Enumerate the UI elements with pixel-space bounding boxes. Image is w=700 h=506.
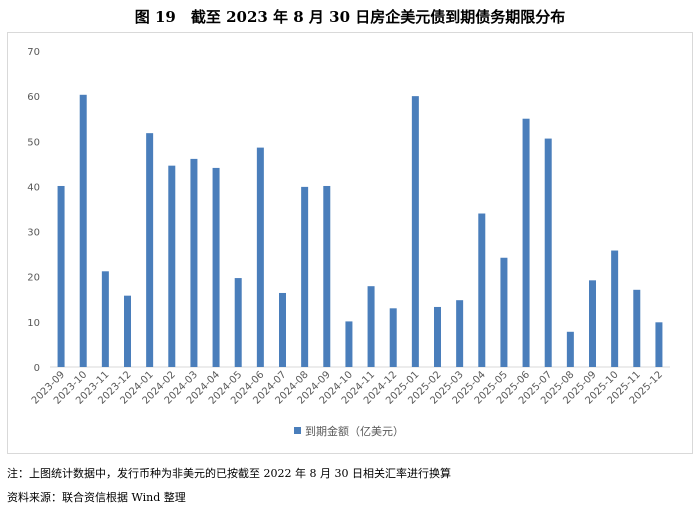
legend: 到期金额（亿美元） <box>294 424 404 438</box>
bar <box>566 331 574 367</box>
y-tick-label: 10 <box>27 318 40 329</box>
bar <box>190 158 198 367</box>
chart-frame <box>7 32 693 454</box>
y-tick-label: 0 <box>34 363 40 374</box>
bar <box>434 306 441 367</box>
bar <box>234 278 242 367</box>
bar <box>345 321 353 367</box>
footnote: 注：上图统计数据中，发行币种为非美元的已按截至 2022 年 8 月 30 日相… <box>7 467 451 480</box>
bar <box>279 292 286 367</box>
y-tick-label: 50 <box>27 137 40 148</box>
bar <box>101 271 109 367</box>
bar <box>522 118 530 368</box>
y-tick-label: 20 <box>27 273 40 284</box>
bar <box>367 286 375 367</box>
bar <box>146 133 154 367</box>
bar <box>57 185 65 367</box>
bar <box>544 138 552 367</box>
bar <box>389 308 397 367</box>
bar <box>168 165 176 367</box>
bar <box>256 147 264 367</box>
chart-title: 图 19 截至 2023 年 8 月 30 日房企美元债到期债务期限分布 <box>134 8 566 26</box>
bar <box>655 322 663 367</box>
y-axis: 0 10 20 30 40 50 60 70 <box>27 47 670 374</box>
y-tick-label: 60 <box>27 92 40 103</box>
bar <box>301 186 309 367</box>
y-tick-label: 70 <box>27 47 40 58</box>
bar <box>478 213 486 367</box>
bar <box>500 257 508 367</box>
bars <box>57 94 663 368</box>
bar <box>124 295 131 367</box>
bar <box>589 280 596 367</box>
bar <box>323 185 331 367</box>
legend-label: 到期金额（亿美元） <box>305 424 404 438</box>
bar <box>212 167 220 367</box>
bar <box>611 250 619 367</box>
bar <box>411 96 419 367</box>
x-axis: 2023-092023-102023-112023-122024-012024-… <box>30 369 665 406</box>
bar <box>456 300 464 367</box>
y-tick-label: 30 <box>27 228 40 239</box>
y-tick-label: 40 <box>27 182 40 193</box>
source-note: 资料来源：联合资信根据 Wind 整理 <box>7 491 186 504</box>
bar <box>79 94 87 367</box>
bar-chart: 0 10 20 30 40 50 60 70 2023-092023-102023-11202… <box>27 47 670 438</box>
bar <box>633 289 641 367</box>
legend-swatch <box>294 427 301 434</box>
